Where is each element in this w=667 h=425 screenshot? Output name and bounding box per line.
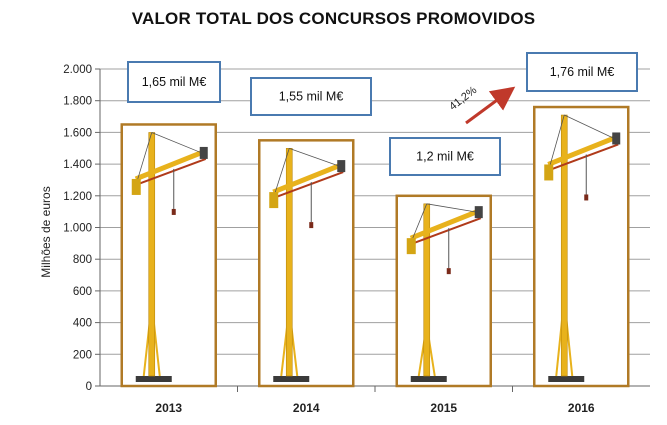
bar-layer [120,105,630,388]
crane-jib-chord [272,171,344,200]
crane-cable [137,132,153,180]
data-label: 1,55 mil M€ [279,90,344,104]
axis-layer: 0 200 400 600 800 1.000 1.200 1.400 1.600 1.800 2.… [63,64,650,393]
crane-counterweight [131,178,141,195]
y-tick-label: 800 [73,254,92,266]
x-category-label: 2014 [293,401,320,415]
data-label-box [127,61,221,103]
crane-jib [272,161,345,195]
data-label-box [526,52,638,92]
y-tick-label: 0 [86,381,92,393]
crane-base [273,376,310,382]
data-label-box [250,77,372,116]
data-label-box [389,137,501,176]
crane-cable [564,114,615,139]
y-tick-label: 1.400 [63,159,92,171]
y-tick-label: 1.200 [63,191,92,203]
y-tick-label: 600 [73,286,92,298]
crane-counterweight [544,164,554,181]
crane-cab [612,132,621,145]
crane-counterweight [269,192,279,209]
x-category-label: 2015 [430,401,457,415]
crane-jib [409,207,482,241]
crane-jib-chord [547,143,619,172]
data-label: 1,2 mil M€ [416,150,474,164]
crane-jib-chord [135,157,207,186]
crane-hook [446,268,451,275]
crane-mast [560,114,568,377]
chart-title: VALOR TOTAL DOS CONCURSOS PROMOVIDOS [131,9,536,28]
x-category-label: 2013 [155,401,182,415]
y-axis-title: Milhões de euros [39,186,53,277]
y-tick-label: 1.000 [63,223,92,235]
crane-jib-chord [410,217,482,246]
y-tick-label: 1.800 [63,96,92,108]
crane-cab [199,146,208,159]
crane-cable [426,203,477,213]
crane-cab [337,160,346,173]
data-label: 1,65 mil M€ [142,75,207,89]
y-tick-label: 200 [73,349,92,361]
x-category-label: 2016 [568,401,595,415]
crane-illustration [406,203,483,382]
crane-illustration [131,132,208,382]
crane-counterweight [406,238,416,255]
crane-cable [549,114,565,165]
crane-hook [309,222,314,229]
growth-arrow [465,86,516,125]
crane-cable [289,147,340,167]
crane-base [410,376,447,382]
crane-cable [151,132,202,154]
growth-label: 41,2% [447,84,479,113]
crane-jib [134,148,207,182]
crane-hook [584,194,589,201]
crane-base [548,376,585,382]
crane-cable [274,148,290,193]
y-tick-label: 1.600 [63,127,92,139]
crane-cable [412,203,428,239]
crane-base [135,376,172,382]
crane-hook [171,208,176,215]
crane-jib [547,134,620,167]
crane-cab [474,206,483,219]
crane-illustration [544,114,621,382]
data-label: 1,76 mil M€ [550,65,615,79]
y-tick-label: 400 [73,318,92,330]
y-tick-label: 2.000 [63,64,92,76]
crane-illustration [269,147,346,382]
